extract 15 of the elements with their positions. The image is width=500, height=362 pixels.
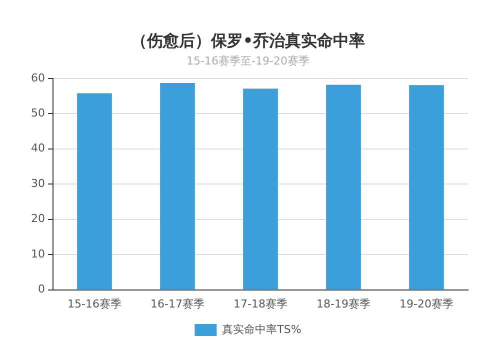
y-tick-label: 40	[30, 142, 45, 155]
y-tick-label: 30	[30, 176, 45, 190]
chart-title: （伤愈后）保罗•乔治真实命中率	[130, 30, 366, 50]
x-tick-label: 19-20赛季	[400, 297, 454, 310]
y-tick-label: 60	[30, 71, 45, 84]
legend-label: 真实命中率TS%	[222, 322, 302, 336]
x-tick-label: 16-17赛季	[150, 297, 204, 310]
x-tick-label: 17-18赛季	[234, 297, 288, 310]
y-tick-label: 20	[30, 212, 45, 226]
y-tick-label: 50	[30, 106, 45, 120]
chart-subtitle: 15-16赛季至-19-20赛季	[186, 54, 310, 68]
x-tick-label: 15-16赛季	[68, 297, 122, 310]
y-tick-label: 10	[30, 247, 45, 260]
y-tick-label: 0	[38, 282, 45, 296]
x-tick-label: 18-19赛季	[316, 297, 370, 310]
